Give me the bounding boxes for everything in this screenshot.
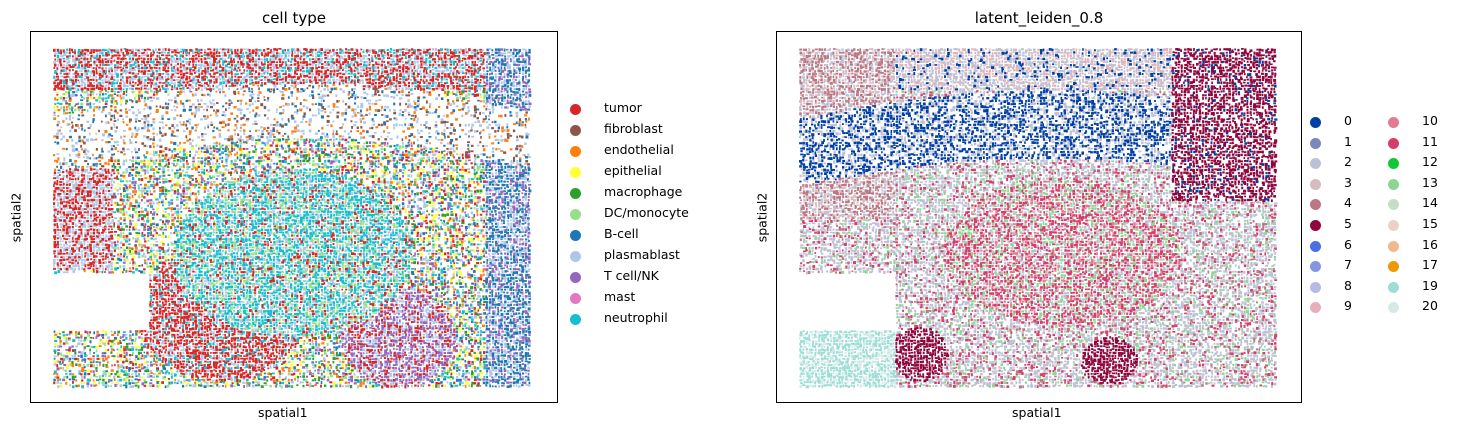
- legend-label: 19: [1422, 278, 1438, 293]
- legend-marker: [1310, 117, 1321, 128]
- legend-label: 10: [1422, 113, 1438, 128]
- legend-marker: [1310, 137, 1321, 149]
- legend-marker: [1388, 158, 1399, 170]
- legend-label: 8: [1344, 278, 1352, 293]
- legend-marker: [1388, 261, 1399, 273]
- legend-label: B-cell: [604, 226, 639, 241]
- legend-marker: [1310, 261, 1321, 273]
- chart2-plot-area: [776, 31, 1302, 403]
- legend-marker: [1310, 220, 1321, 231]
- legend-label: 9: [1344, 298, 1352, 313]
- legend-label: epithelial: [604, 163, 662, 178]
- legend-label: 2: [1344, 154, 1352, 169]
- legend-marker: [570, 209, 581, 220]
- legend-label: T cell/NK: [604, 268, 659, 283]
- legend-label: 1: [1344, 134, 1352, 149]
- legend-label: 3: [1344, 175, 1352, 190]
- chart1-plot-area: [30, 31, 558, 403]
- legend-marker: [570, 293, 581, 304]
- legend-label: 16: [1422, 237, 1438, 252]
- legend-label: 7: [1344, 257, 1352, 272]
- scatter-points: [799, 48, 1278, 389]
- legend-label: 13: [1422, 175, 1438, 190]
- legend-marker: [570, 146, 581, 157]
- legend-marker: [570, 125, 581, 136]
- legend-label: tumor: [604, 100, 642, 115]
- legend-marker: [1310, 281, 1321, 293]
- legend-label: 4: [1344, 195, 1352, 210]
- legend-marker: [570, 314, 581, 325]
- chart1-xlabel: spatial1: [258, 405, 308, 420]
- legend-label: fibroblast: [604, 121, 663, 136]
- legend-marker: [1388, 302, 1399, 314]
- legend-label: 20: [1422, 298, 1438, 313]
- legend-marker: [1388, 240, 1399, 252]
- legend-marker: [570, 272, 581, 283]
- legend-label: 0: [1344, 113, 1352, 128]
- legend-label: plasmablast: [604, 247, 680, 262]
- chart1-title: cell type: [30, 9, 558, 27]
- legend-label: mast: [604, 289, 635, 304]
- chart1-scatter: [53, 48, 532, 389]
- legend-marker: [1310, 158, 1321, 170]
- legend-marker: [570, 251, 581, 262]
- legend-label: 14: [1422, 195, 1438, 210]
- legend-label: macrophage: [604, 184, 682, 199]
- legend-marker: [1310, 302, 1321, 314]
- legend-label: DC/monocyte: [604, 205, 689, 220]
- chart2-ylabel: spatial2: [754, 193, 769, 243]
- legend-label: 5: [1344, 216, 1352, 231]
- legend-marker: [1388, 281, 1399, 293]
- legend-marker: [570, 167, 581, 178]
- legend-label: 17: [1422, 257, 1438, 272]
- legend-marker: [1310, 178, 1321, 190]
- legend-marker: [1388, 199, 1399, 211]
- legend-marker: [1388, 137, 1399, 149]
- legend-marker: [570, 188, 581, 199]
- legend-marker: [1310, 240, 1321, 252]
- legend-label: 12: [1422, 154, 1438, 169]
- legend-marker: [1388, 220, 1399, 231]
- legend-marker: [570, 230, 581, 241]
- legend-marker: [1388, 117, 1399, 128]
- chart2-title: latent_leiden_0.8: [776, 9, 1302, 27]
- legend-label: 6: [1344, 237, 1352, 252]
- legend-label: neutrophil: [604, 310, 668, 325]
- scatter-points: [53, 48, 532, 389]
- legend-marker: [570, 104, 581, 115]
- legend-label: 11: [1422, 134, 1438, 149]
- legend-marker: [1310, 199, 1321, 211]
- chart2-scatter: [799, 48, 1278, 389]
- legend-label: endothelial: [604, 142, 674, 157]
- legend-label: 15: [1422, 216, 1438, 231]
- chart2-xlabel: spatial1: [1012, 405, 1062, 420]
- chart1-ylabel: spatial2: [8, 193, 23, 243]
- legend-marker: [1388, 178, 1399, 190]
